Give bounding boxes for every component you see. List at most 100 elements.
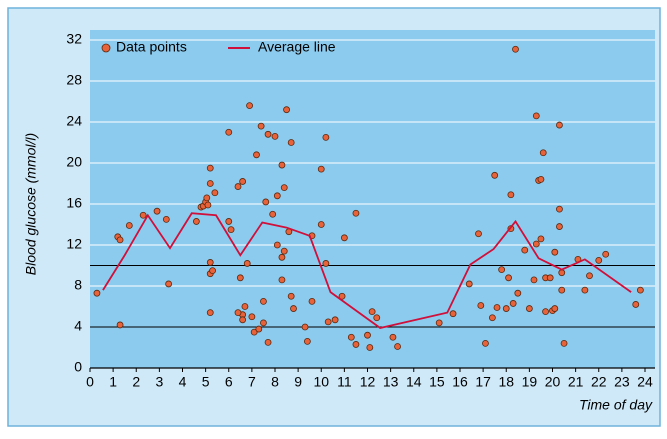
data-point — [322, 260, 330, 267]
data-point — [203, 194, 211, 202]
x-tick-label: 2 — [132, 374, 140, 390]
data-point — [366, 344, 374, 351]
x-tick-label: 20 — [545, 374, 561, 390]
data-point — [581, 286, 589, 294]
data-point — [192, 218, 200, 225]
data-point — [347, 333, 355, 341]
data-point — [537, 235, 545, 243]
data-point — [290, 305, 297, 312]
data-point — [493, 304, 501, 311]
data-point — [239, 316, 247, 324]
data-point — [273, 192, 281, 200]
x-tick-label: 24 — [637, 374, 653, 390]
data-point — [556, 121, 563, 129]
data-point — [586, 272, 593, 280]
x-axis-label: Time of day — [579, 397, 653, 413]
data-point — [352, 209, 360, 217]
data-point — [331, 316, 339, 324]
data-point — [241, 303, 249, 310]
x-tick-label: 10 — [313, 374, 329, 390]
data-point — [394, 343, 401, 350]
data-point — [248, 313, 256, 321]
x-tick-label: 9 — [294, 374, 302, 390]
x-tick-label: 7 — [248, 374, 256, 390]
x-tick-label: 18 — [498, 374, 514, 390]
data-point — [239, 178, 247, 185]
y-tick-label: 28 — [66, 72, 82, 88]
data-point — [514, 289, 522, 297]
data-point — [521, 246, 529, 254]
data-point — [539, 149, 547, 157]
data-point — [225, 128, 233, 136]
data-point — [530, 276, 538, 284]
data-point — [465, 280, 473, 288]
data-point — [636, 286, 644, 294]
x-tick-label: 14 — [406, 374, 422, 390]
data-point — [139, 211, 147, 219]
data-point — [317, 221, 325, 228]
data-point — [507, 191, 515, 199]
data-point — [165, 280, 173, 288]
data-point — [225, 218, 233, 225]
data-point — [264, 338, 272, 346]
data-point — [340, 234, 348, 242]
x-tick-label: 21 — [568, 374, 584, 390]
data-point — [271, 132, 279, 140]
x-tick-label: 11 — [337, 374, 352, 390]
data-point — [93, 289, 101, 297]
y-tick-label: 16 — [66, 195, 82, 211]
data-point — [227, 226, 235, 234]
data-point — [257, 122, 265, 130]
data-point — [278, 253, 286, 261]
data-point — [301, 323, 309, 331]
x-tick-label: 0 — [86, 374, 94, 390]
data-point — [273, 241, 281, 249]
x-tick-label: 8 — [271, 374, 279, 390]
x-tick-label: 17 — [475, 374, 491, 390]
data-point — [280, 184, 288, 192]
data-point — [278, 276, 286, 284]
y-tick-label: 8 — [74, 277, 82, 293]
data-point — [352, 341, 360, 348]
data-point — [116, 321, 124, 329]
data-point — [287, 139, 295, 146]
x-tick-label: 12 — [360, 374, 376, 390]
data-point — [243, 260, 251, 267]
y-tick-label: 12 — [66, 236, 82, 252]
data-point — [246, 102, 253, 109]
x-tick-label: 4 — [179, 374, 187, 390]
data-point — [602, 250, 610, 258]
data-point — [234, 309, 242, 317]
data-point — [269, 210, 277, 218]
data-point — [512, 45, 519, 53]
data-point — [632, 301, 640, 308]
data-point — [262, 198, 270, 206]
x-tick-label: 16 — [452, 374, 468, 390]
data-point — [560, 339, 568, 347]
data-point — [236, 274, 244, 282]
data-point — [491, 171, 499, 179]
data-point — [206, 164, 214, 172]
data-point — [206, 180, 214, 187]
x-tick-label: 19 — [522, 374, 538, 390]
y-tick-label: 4 — [74, 318, 82, 334]
data-point — [317, 165, 325, 173]
average-line — [102, 212, 632, 329]
data-point — [303, 337, 311, 345]
x-tick-label: 15 — [429, 374, 445, 390]
data-point — [435, 319, 443, 327]
data-point — [116, 236, 124, 244]
data-point — [287, 292, 295, 300]
data-point — [153, 207, 161, 215]
data-point — [477, 302, 485, 309]
data-point — [211, 189, 219, 197]
data-point — [551, 305, 559, 312]
y-axis-label: Blood glucose (mmol/l) — [23, 133, 39, 275]
data-point — [364, 331, 371, 339]
data-point — [162, 215, 170, 223]
data-point — [389, 333, 397, 341]
data-point — [250, 328, 258, 336]
data-point — [488, 314, 496, 322]
y-tick-label: 0 — [74, 359, 82, 375]
data-point — [532, 240, 540, 248]
